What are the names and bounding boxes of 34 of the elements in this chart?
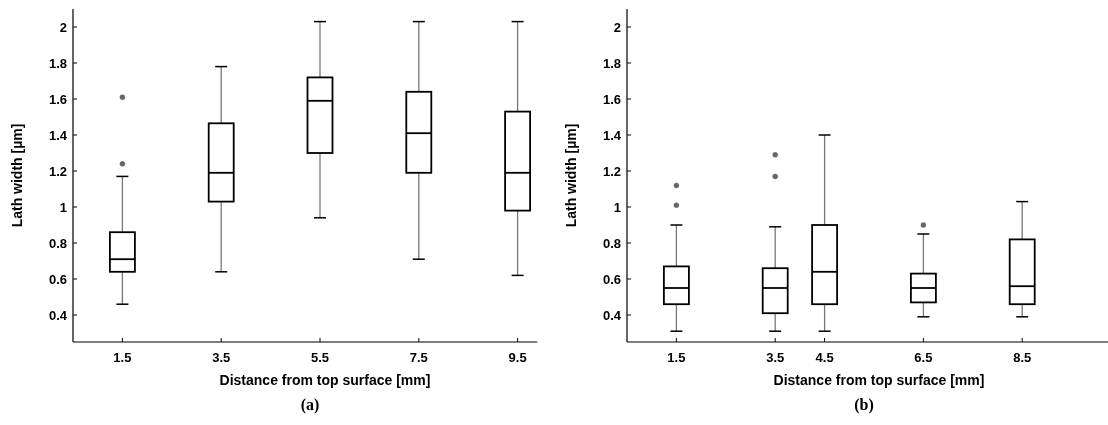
y-tick-label: 0.8 <box>48 235 67 251</box>
x-tick-label: 1.5 <box>667 350 686 365</box>
x-tick-label: 4.5 <box>815 350 834 365</box>
text: (a) <box>300 396 320 414</box>
y-axis-title: Lath width [µm] <box>9 123 25 228</box>
y-tick-label: 0.6 <box>602 271 621 287</box>
x-tick-label: 1.5 <box>113 350 132 365</box>
y-tick-label: 1.4 <box>48 127 68 143</box>
x-tick-label: 7.5 <box>409 350 428 365</box>
x-tick-label: 9.5 <box>508 350 527 365</box>
y-tick-label: 1.6 <box>602 91 621 107</box>
x-tick-label: 3.5 <box>766 350 785 365</box>
y-tick-label: 2 <box>59 19 67 35</box>
y-tick-label: 1.8 <box>602 55 621 71</box>
x-tick-label: 8.5 <box>1013 350 1032 365</box>
y-tick-label: 1.6 <box>48 91 67 107</box>
y-tick-label: 0.4 <box>602 307 622 323</box>
y-tick-label: 0.6 <box>48 271 67 287</box>
x-tick-label: 5.5 <box>310 350 330 365</box>
y-axis-title: Lath width [µm] <box>563 123 579 228</box>
y-tick-label: 1.2 <box>48 163 67 179</box>
y-tick-label: 1.4 <box>602 127 622 143</box>
x-tick-label: 6.5 <box>914 350 933 365</box>
x-axis-title: Distance from top surface [mm] <box>773 372 985 388</box>
y-tick-label: 1 <box>59 199 67 215</box>
y-tick-label: 1 <box>613 199 621 215</box>
y-tick-label: 2 <box>613 19 621 35</box>
x-tick-label: 3.5 <box>212 350 231 365</box>
y-tick-label: 0.4 <box>48 307 68 323</box>
x-axis-title: Distance from top surface [mm] <box>219 372 431 388</box>
y-tick-label: 1.8 <box>48 55 67 71</box>
text: (b) <box>854 396 874 414</box>
y-tick-label: 0.8 <box>602 235 621 251</box>
y-tick-label: 1.2 <box>602 163 621 179</box>
